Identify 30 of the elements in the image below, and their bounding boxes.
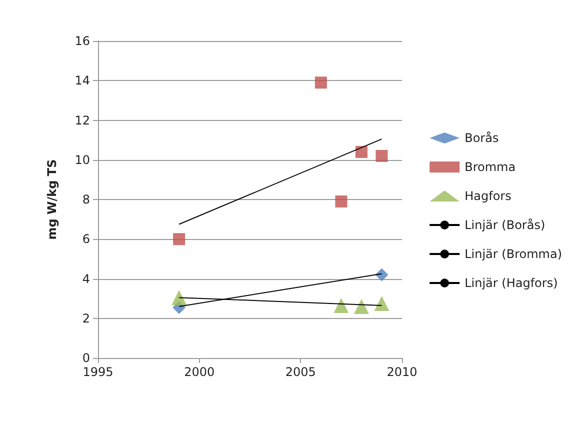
y-tick-label: 10 bbox=[74, 152, 90, 167]
y-tick-label: 4 bbox=[82, 272, 90, 286]
x-tick-label: 2005 bbox=[285, 365, 316, 379]
legend-label: Linjär (Hagfors) bbox=[464, 276, 558, 290]
point bbox=[334, 298, 349, 313]
legend-label: Linjär (Bromma) bbox=[464, 247, 562, 261]
point bbox=[376, 150, 388, 162]
legend-label: Hagfors bbox=[464, 189, 512, 203]
legend-label: Bromma bbox=[464, 160, 516, 174]
legend-label: Borås bbox=[464, 131, 499, 145]
x-tick-label: 1995 bbox=[82, 365, 114, 379]
point bbox=[374, 296, 390, 312]
y-tick-label: 14 bbox=[74, 74, 90, 88]
y-tick-label: 0 bbox=[82, 351, 90, 365]
point bbox=[354, 298, 369, 314]
point bbox=[335, 195, 348, 208]
y-tick-label: 16 bbox=[74, 34, 90, 48]
y-axis-title: mg W/kg TS bbox=[45, 159, 59, 240]
x-tick-label: 2010 bbox=[386, 365, 418, 379]
y-tick-label: 8 bbox=[82, 192, 90, 206]
point bbox=[314, 76, 327, 89]
point bbox=[375, 268, 388, 282]
point bbox=[172, 290, 187, 306]
y-tick-label: 12 bbox=[74, 113, 90, 128]
y-tick-label: 6 bbox=[82, 232, 90, 246]
y-tick-label: 2 bbox=[82, 311, 90, 326]
x-tick-label: 2000 bbox=[184, 365, 215, 379]
point bbox=[355, 146, 368, 158]
point bbox=[173, 233, 186, 246]
legend-label: Linjär (Borås) bbox=[464, 218, 546, 232]
